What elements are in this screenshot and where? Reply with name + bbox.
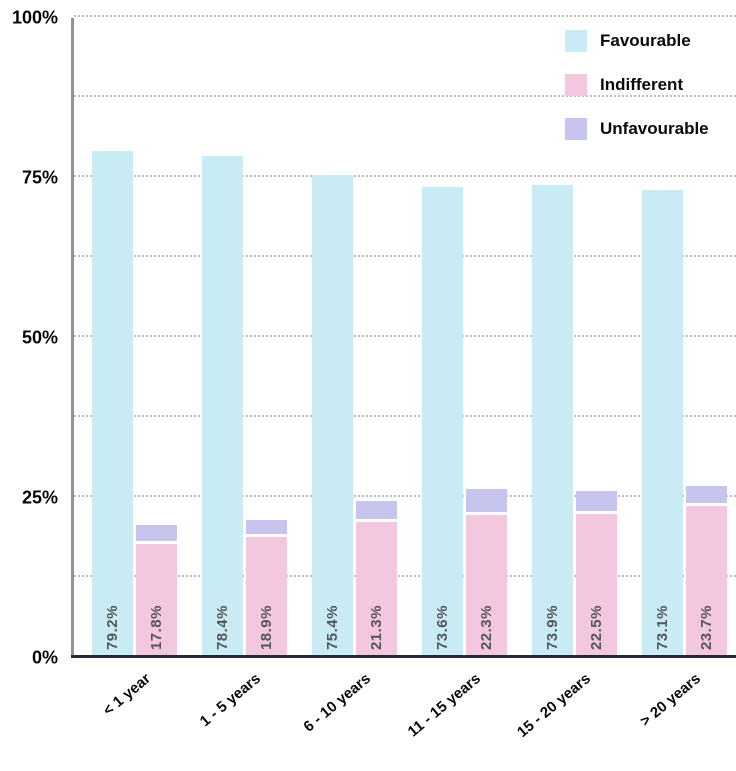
gridline <box>74 175 736 177</box>
gridline <box>74 15 736 17</box>
stacked-bar: 23.7% <box>686 485 727 658</box>
bar-value-text: 79.2% <box>104 604 121 650</box>
legend-item-indifferent[interactable]: Indifferent <box>565 74 709 96</box>
bar-value-label: 73.1% <box>642 605 683 650</box>
stacked-bar: 22.5% <box>576 490 617 658</box>
unfavourable-segment <box>246 519 287 538</box>
favourable-bar: 73.1% <box>642 190 683 658</box>
legend-swatch <box>565 74 587 96</box>
legend-swatch <box>565 30 587 52</box>
bar-value-label: 79.2% <box>92 605 133 650</box>
bar-value-text: 78.4% <box>214 604 231 650</box>
legend-swatch <box>565 118 587 140</box>
y-axis-line <box>71 18 74 656</box>
favourable-bar: 75.4% <box>312 175 353 658</box>
favourable-bar: 73.9% <box>532 185 573 658</box>
x-axis-tick-label: 1 - 5 years <box>196 670 264 731</box>
chart-legend: Favourable Indifferent Unfavourable <box>565 30 709 162</box>
bar-value-label: 78.4% <box>202 605 243 650</box>
indifferent-segment <box>356 521 397 658</box>
unfavourable-segment <box>136 524 177 545</box>
gridline <box>74 335 736 337</box>
legend-label: Unfavourable <box>600 119 709 138</box>
legend-item-unfavourable[interactable]: Unfavourable <box>565 118 709 140</box>
y-axis-tick-label: 25% <box>21 487 58 508</box>
bar-value-text: 75.4% <box>324 604 341 650</box>
gridline <box>74 495 736 497</box>
plot-area: 79.2% 17.8% 78.4% 18.9% 75.4% 21.3% 73.6% 22.3%… <box>74 15 736 658</box>
bar-value-label: 75.4% <box>312 605 353 650</box>
unfavourable-segment <box>576 490 617 514</box>
x-axis-tick-label: 6 - 10 years <box>300 670 374 736</box>
bar-value-text: 73.1% <box>654 604 671 650</box>
indifferent-segment <box>576 514 617 658</box>
unfavourable-segment <box>686 485 727 507</box>
indifferent-segment <box>686 506 727 658</box>
favourable-bar: 79.2% <box>92 151 133 658</box>
bar-value-text: 73.6% <box>434 604 451 650</box>
gridline <box>74 255 736 257</box>
unfavourable-segment <box>466 489 507 516</box>
gridline <box>74 95 736 97</box>
favourable-bar: 73.6% <box>422 186 463 658</box>
bar-value-label: 73.6% <box>422 605 463 650</box>
stacked-bar: 22.3% <box>466 489 507 658</box>
indifferent-segment <box>466 515 507 658</box>
indifferent-segment <box>136 544 177 658</box>
legend-label: Indifferent <box>600 75 684 94</box>
y-axis-tick-label: 75% <box>21 167 58 188</box>
y-axis-tick-label: 50% <box>21 327 58 348</box>
legend-label: Favourable <box>600 31 691 50</box>
x-axis-line <box>71 655 736 658</box>
x-axis-tick-label: 15 - 20 years <box>513 670 594 741</box>
favourable-bar: 78.4% <box>202 156 243 658</box>
y-axis-tick-label: 100% <box>11 7 58 28</box>
stacked-bar: 21.3% <box>356 500 397 658</box>
gridline <box>74 415 736 417</box>
stacked-bar: 18.9% <box>246 519 287 658</box>
legend-item-favourable[interactable]: Favourable <box>565 30 709 52</box>
x-axis-tick-label: 11 - 15 years <box>404 670 484 741</box>
x-axis-tick-label: < 1 year <box>99 670 154 720</box>
bar-value-label: 73.9% <box>532 605 573 650</box>
stacked-bar: 17.8% <box>136 524 177 658</box>
indifferent-segment <box>246 537 287 658</box>
gridline <box>74 575 736 577</box>
unfavourable-segment <box>356 500 397 522</box>
x-axis-tick-label: > 20 years <box>637 670 704 730</box>
bar-value-text: 73.9% <box>544 604 561 650</box>
y-axis-tick-label: 0% <box>31 647 58 668</box>
